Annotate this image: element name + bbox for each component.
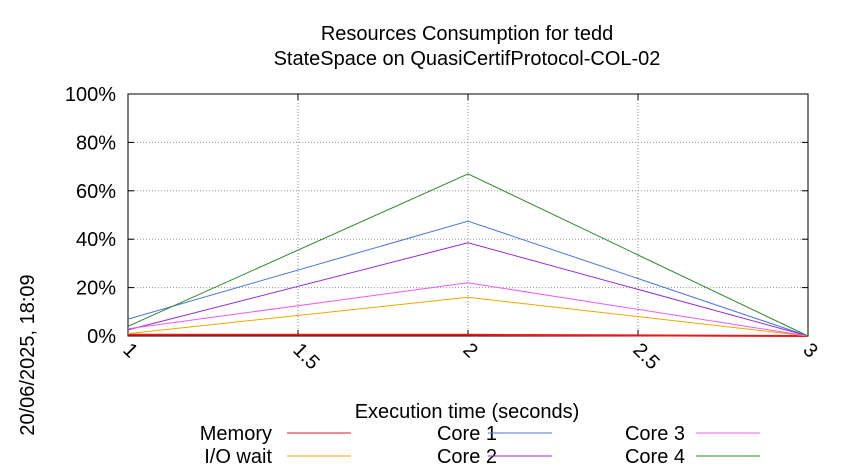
series-line-core-2: [127, 242, 809, 337]
series-line-core-3: [127, 282, 809, 337]
series-line-i-o-wait: [127, 296, 809, 337]
y-tick-label: 20%: [76, 278, 116, 300]
y-axis: 0% 20% 40% 60% 80% 100%: [65, 84, 808, 348]
series: [127, 173, 809, 337]
y-tick-label: 0%: [87, 326, 116, 348]
legend-label-core-4: Core 4: [625, 446, 685, 468]
grid: [128, 94, 808, 336]
x-tick-label: 1.5: [288, 339, 323, 374]
series-line-core-4: [127, 173, 809, 337]
x-tick-label: 2: [458, 339, 481, 362]
chart-subtitle: StateSpace on QuasiCertifProtocol-COL-02: [274, 48, 661, 70]
x-axis: 1 1.5 2 2.5 3: [118, 94, 822, 374]
legend-label-i-o-wait: I/O wait: [204, 446, 272, 468]
legend-label-core-3: Core 3: [625, 423, 685, 445]
series-line-core-1: [127, 220, 809, 337]
chart-title: Resources Consumption for tedd: [321, 23, 613, 45]
x-tick-label: 1: [118, 339, 141, 362]
y-tick-label: 60%: [76, 181, 116, 203]
legend-label-core-1: Core 1: [437, 423, 497, 445]
legend-label-memory: Memory: [200, 423, 272, 445]
side-timestamp: 20/06/2025, 18:09: [17, 274, 39, 435]
y-tick-label: 80%: [76, 132, 116, 154]
x-tick-label: 3: [798, 339, 821, 362]
y-tick-label: 100%: [65, 84, 116, 106]
legend-label-core-2: Core 2: [437, 446, 497, 468]
x-tick-label: 2.5: [628, 339, 663, 374]
x-axis-label: Execution time (seconds): [355, 401, 580, 423]
y-tick-label: 40%: [76, 229, 116, 251]
series-line-memory: [128, 333, 809, 337]
